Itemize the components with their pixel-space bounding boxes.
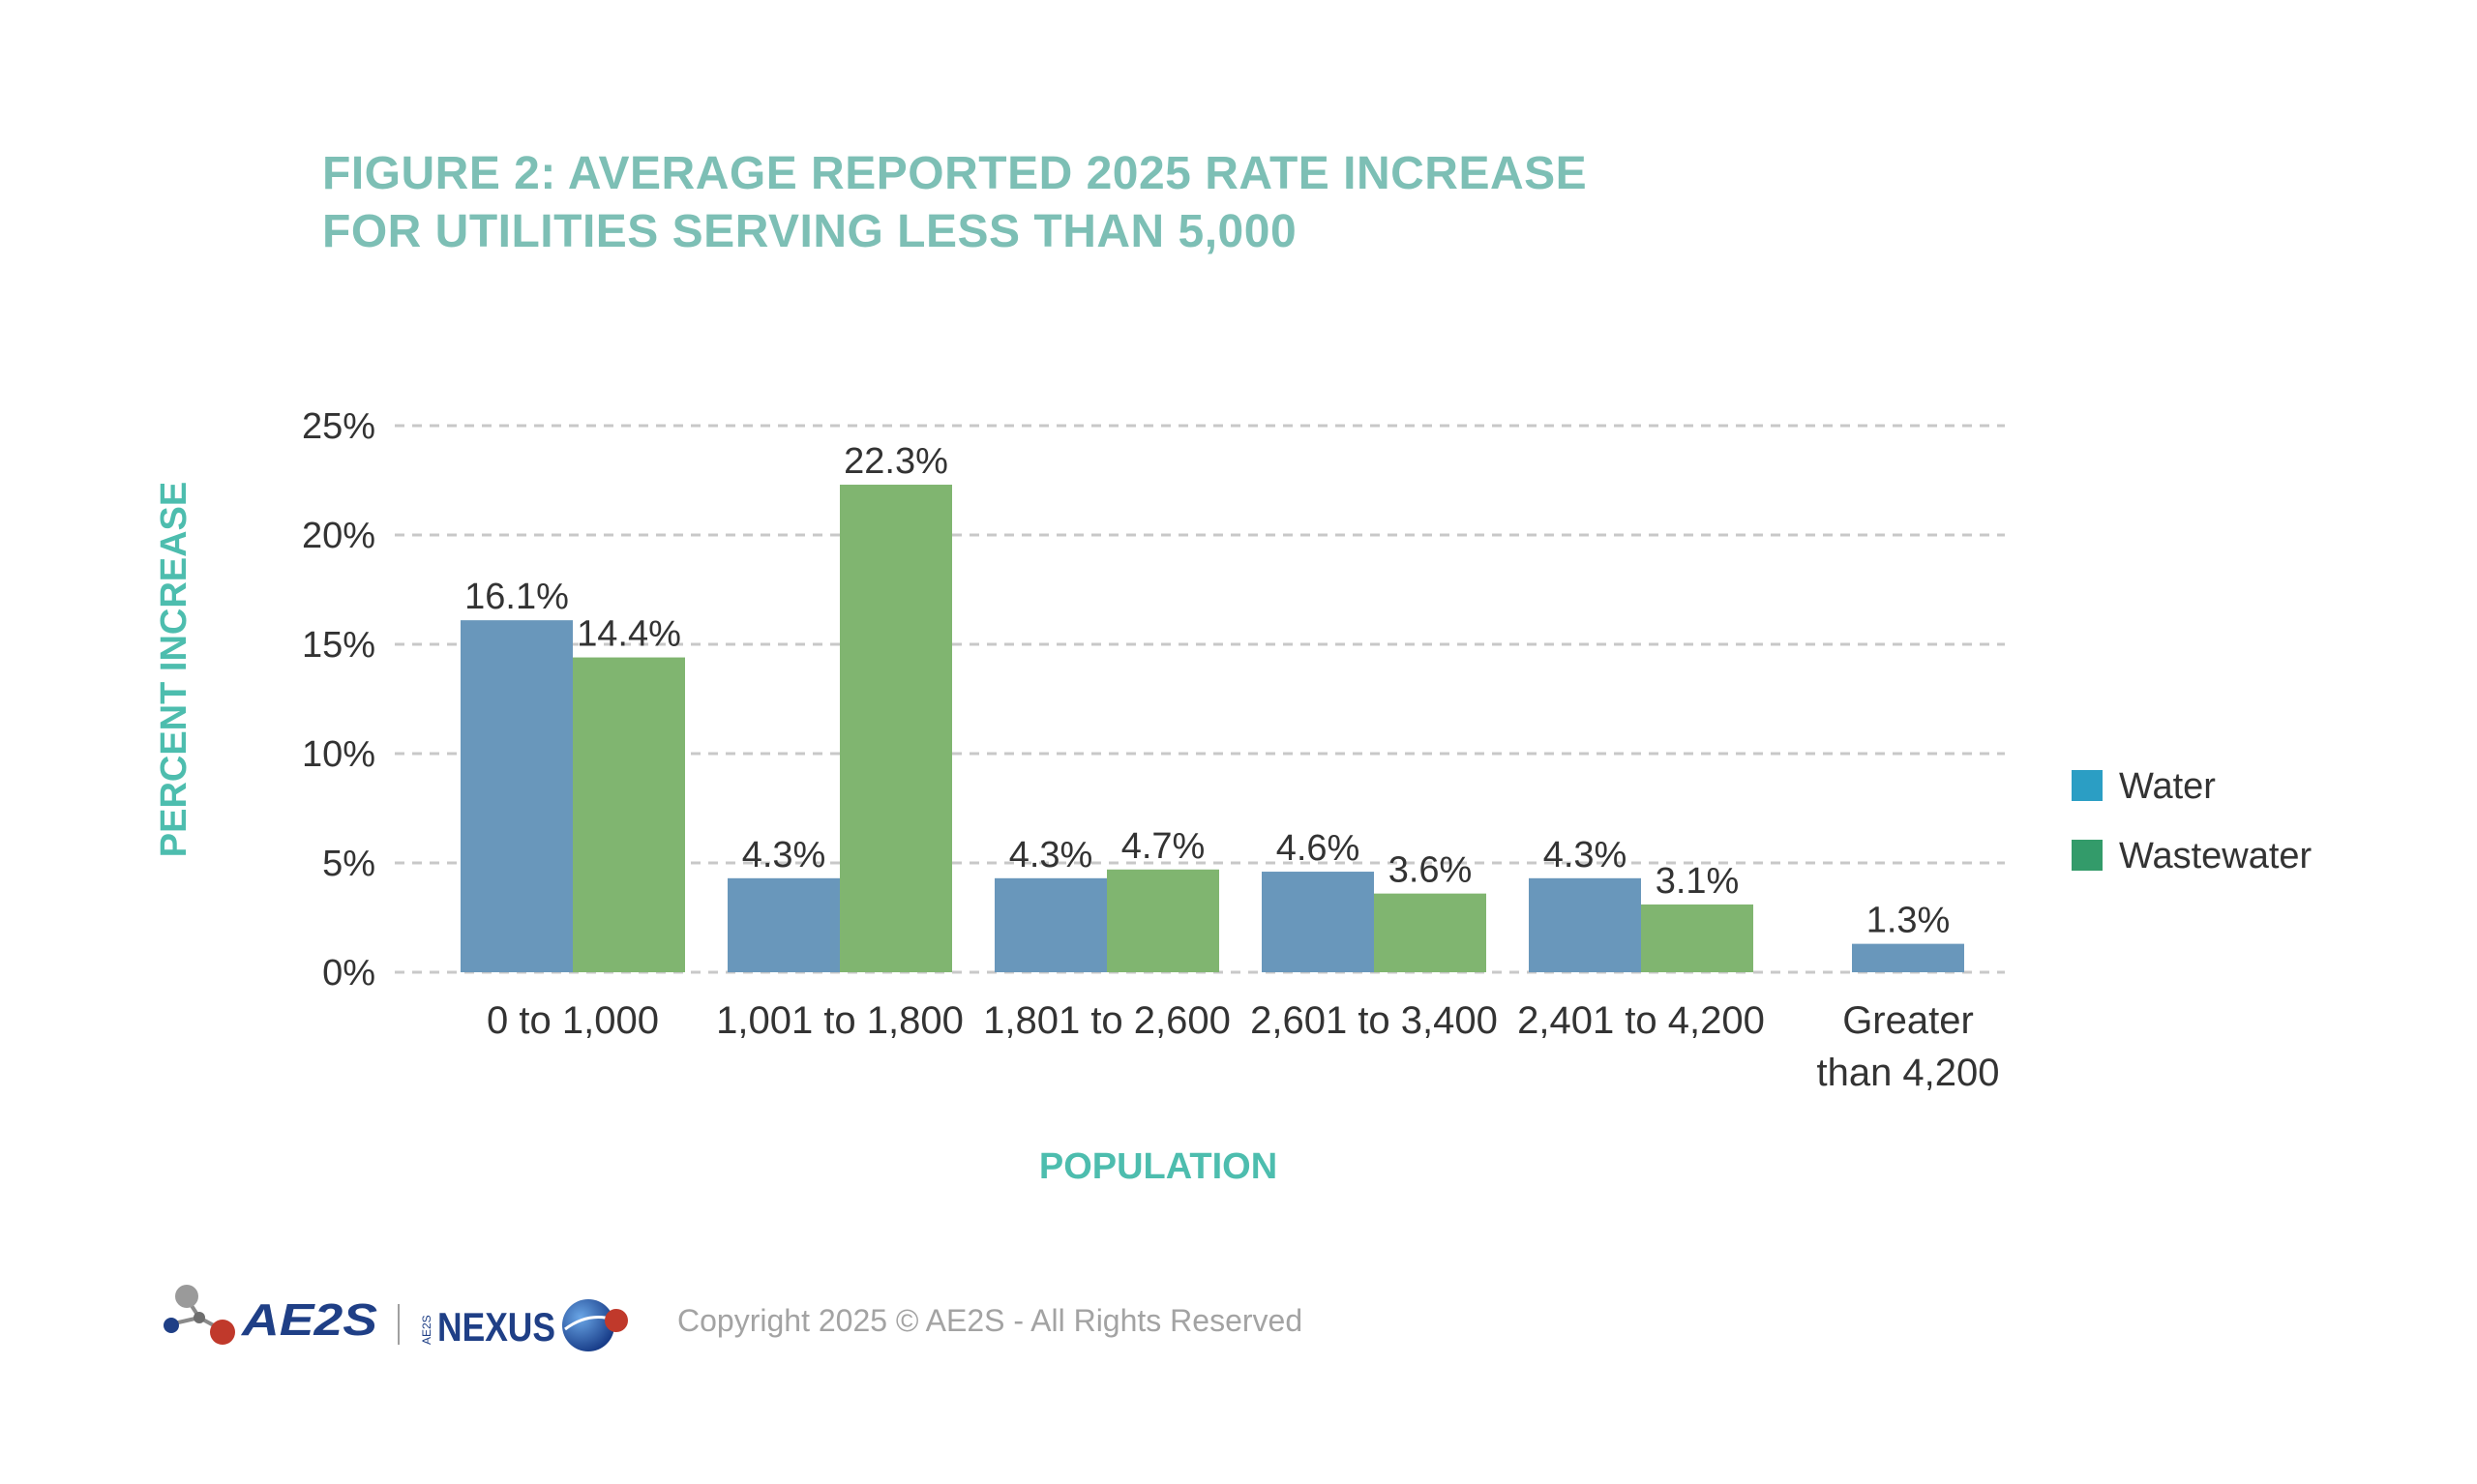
bar-water [1529,877,1641,972]
bar-wastewater [1374,893,1486,972]
x-tick-label: 2,601 to 3,400 [1250,999,1498,1042]
y-axis-title: PERCENT INCREASE [154,482,194,858]
y-tick-label: 0% [322,953,375,994]
copyright-text: Copyright 2025 © AE2S - All Rights Reser… [677,1303,1303,1338]
bar-water [728,877,840,972]
data-label: 4.3% [1009,835,1093,876]
legend-swatch-wastewater [2072,840,2103,871]
data-label: 4.7% [1121,826,1206,867]
bar-water [461,620,573,972]
bar-water [995,877,1107,972]
x-tick-label: than 4,200 [1816,1052,1999,1094]
y-tick-label: 20% [302,516,375,556]
bar-wastewater [573,657,685,972]
data-label: 4.3% [1543,835,1627,876]
data-label: 3.6% [1388,850,1473,891]
nexus-wordmark: NEXUS [437,1304,555,1350]
data-label: 4.6% [1276,828,1360,869]
x-tick-label: 1,001 to 1,800 [716,999,964,1042]
legend-label-water: Water [2119,766,2216,807]
chart-title-line-2: FOR UTILITIES SERVING LESS THAN 5,000 [322,206,1298,257]
x-tick-label: Greater [1842,999,1974,1042]
data-label: 16.1% [464,577,569,617]
ae2s-wordmark: AE2S [241,1294,378,1345]
logo-group: AE2S AE2S NEXUS [155,1277,658,1354]
y-tick-label: 10% [302,734,375,775]
x-tick-label: 0 to 1,000 [487,999,659,1042]
bar-water [1262,872,1374,972]
legend-label-wastewater: Wastewater [2119,836,2313,876]
nexus-prefix: AE2S [420,1315,433,1345]
y-tick-label: 15% [302,625,375,666]
chart-title: FIGURE 2: AVERAGE REPORTED 2025 RATE INC… [322,145,1587,261]
x-axis-title: POPULATION [1039,1146,1277,1187]
data-label: 4.3% [742,835,826,876]
bar-wastewater [1107,869,1219,972]
x-tick-label: 1,801 to 2,600 [983,999,1231,1042]
ae2s-nexus-logo-icon: AE2S AE2S NEXUS [164,1285,628,1351]
legend-swatch-water [2072,770,2103,801]
x-tick-label: 2,401 to 4,200 [1517,999,1765,1042]
data-label: 1.3% [1866,901,1951,941]
bar-wastewater [1641,904,1753,972]
data-label: 22.3% [844,441,948,482]
chart-title-line-1: FIGURE 2: AVERAGE REPORTED 2025 RATE INC… [322,148,1588,199]
y-tick-label: 5% [322,844,375,884]
bar-water [1852,943,1964,972]
data-label: 3.1% [1656,861,1740,902]
data-label: 14.4% [577,614,681,655]
y-tick-label: 25% [302,406,375,447]
bar-wastewater [840,485,952,972]
